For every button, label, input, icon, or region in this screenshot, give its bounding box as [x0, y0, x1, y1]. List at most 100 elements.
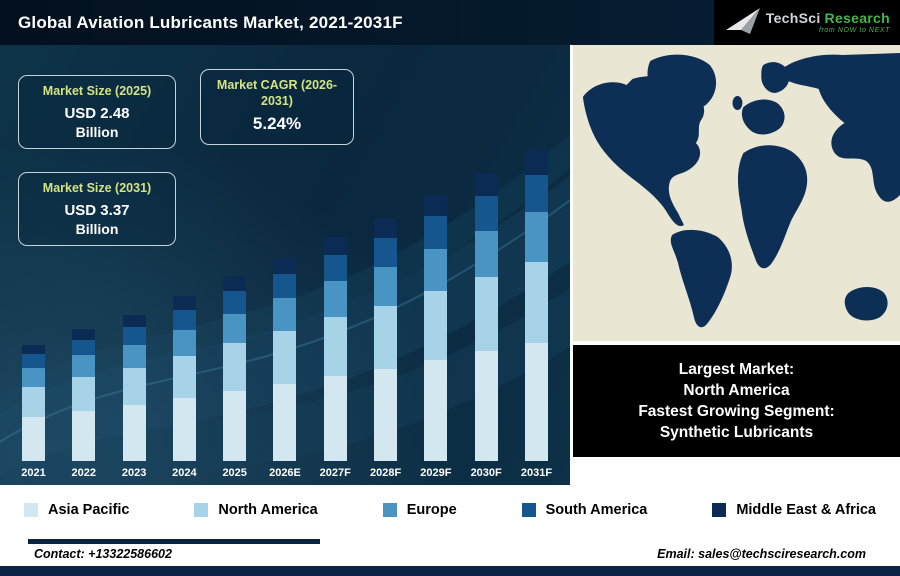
bar-segment-europe [122, 344, 146, 368]
bar-segment-middle-east-africa [374, 218, 398, 238]
bar-segment-south-america [374, 237, 398, 268]
bar-segment-north-america [223, 343, 247, 391]
x-axis-label: 2029F [420, 467, 452, 479]
logo-tagline: from NOW to NEXT [818, 27, 890, 35]
bar-column: 2030F [463, 172, 510, 479]
bar-segment-south-america [524, 175, 548, 212]
bar-segment-europe [524, 211, 548, 262]
legend-swatch [712, 503, 727, 517]
header-bar: Global Aviation Lubricants Market, 2021-… [0, 0, 900, 45]
bar-stack [474, 172, 498, 461]
bar-segment-europe [72, 355, 96, 377]
bar-segment-europe [273, 298, 297, 332]
legend-item: Europe [382, 502, 457, 518]
info-box-value: USD 2.48 [64, 104, 130, 122]
info-box-title: Market Size (2025) [42, 84, 152, 98]
info-box-title: Market Size (2031) [42, 181, 152, 195]
bar-stack [122, 314, 146, 461]
info-box-unit: Billion [75, 123, 119, 140]
bar-stack [22, 344, 45, 461]
bar-segment-europe [474, 231, 498, 277]
bar-column: 2024 [161, 296, 208, 479]
bar-column: 2027F [312, 236, 359, 479]
bar-segment-north-america [323, 317, 347, 376]
legend-item: Asia Pacific [24, 502, 129, 518]
right-column: Largest Market: North America Fastest Gr… [570, 45, 900, 485]
bar-segment-europe [424, 248, 448, 292]
stacked-bar-chart: 2021 2022 2023 2024 2025 2026E 2027F 2028F 2029F… [10, 150, 560, 479]
bar-segment-south-america [22, 353, 45, 368]
bar-column: 2022 [60, 329, 107, 479]
x-axis-label: 2021 [21, 467, 46, 479]
techsci-logo: TechSci Research from NOW to NEXT [714, 0, 900, 45]
legend-label: Asia Pacific [48, 502, 130, 518]
footer-row: Contact: +13322586602 Email: sales@techs… [0, 547, 900, 561]
logo-brand-primary: TechSci [765, 9, 821, 26]
legend-item: North America [194, 502, 318, 518]
bar-segment-europe [223, 313, 247, 344]
logo-text: TechSci Research from NOW to NEXT [766, 10, 890, 35]
bar-stack [223, 276, 247, 461]
market-highlights: Largest Market: North America Fastest Gr… [573, 345, 900, 457]
bar-segment-asia-pacific [172, 398, 196, 461]
bar-column: 2025 [211, 276, 258, 479]
bar-column: 2028F [362, 218, 409, 479]
bar-segment-north-america [122, 367, 146, 406]
bar-segment-middle-east-africa [524, 150, 548, 176]
logo-brand: TechSci Research [766, 10, 890, 28]
bar-segment-middle-east-africa [273, 258, 297, 275]
bar-stack [72, 329, 96, 461]
bar-segment-south-america [273, 274, 297, 299]
footer: Contact: +13322586602 Email: sales@techs… [0, 535, 900, 576]
info-box-title: Market CAGR (2026-2031) [216, 78, 338, 108]
bar-segment-north-america [524, 261, 548, 343]
bar-segment-middle-east-africa [22, 344, 45, 354]
bar-segment-north-america [424, 291, 448, 360]
info-box-value: USD 3.37 [64, 201, 130, 219]
info-box-market-size-2025: Market Size (2025) USD 2.48 Billion [18, 75, 176, 149]
info-box-value: 5.24% [252, 114, 302, 134]
bar-segment-south-america [172, 309, 196, 330]
bar-segment-south-america [323, 254, 347, 282]
logo-brand-secondary: Research [824, 9, 890, 26]
world-map [573, 45, 900, 341]
chart-panel: Market Size (2025) USD 2.48 Billion Mark… [0, 45, 570, 485]
x-axis-label: 2030F [470, 467, 502, 479]
bar-column: 2031F [513, 150, 560, 479]
bar-segment-middle-east-africa [223, 276, 247, 292]
bar-segment-middle-east-africa [172, 296, 196, 310]
legend-item: South America [521, 502, 647, 518]
bar-segment-south-america [122, 326, 146, 345]
bar-column: 2029F [412, 195, 459, 479]
bar-segment-south-america [424, 216, 448, 249]
bar-segment-europe [323, 281, 347, 318]
legend-item: Middle East & Africa [712, 502, 876, 518]
bar-column: 2026E [261, 258, 308, 479]
bar-segment-middle-east-africa [474, 172, 498, 197]
bar-stack [524, 150, 548, 461]
bar-segment-north-america [22, 386, 45, 417]
legend-swatch [521, 503, 536, 517]
bar-segment-asia-pacific [122, 405, 146, 461]
bar-segment-asia-pacific [22, 416, 45, 461]
bar-segment-europe [374, 267, 398, 306]
bar-stack [374, 218, 398, 461]
x-axis-label: 2026E [269, 467, 301, 479]
bar-segment-north-america [172, 355, 196, 399]
bar-stack [273, 258, 297, 461]
bar-segment-asia-pacific [223, 391, 247, 461]
bar-segment-asia-pacific [424, 360, 448, 461]
bar-segment-north-america [273, 331, 297, 384]
legend-label: North America [218, 502, 318, 518]
email-text: Email: sales@techsciresearch.com [657, 547, 866, 561]
bar-segment-middle-east-africa [122, 314, 146, 327]
x-axis-label: 2027F [319, 467, 351, 479]
bar-segment-north-america [474, 276, 498, 352]
info-box-unit: Billion [75, 220, 119, 237]
info-box-market-cagr: Market CAGR (2026-2031) 5.24% [200, 69, 354, 146]
bar-segment-asia-pacific [374, 368, 398, 461]
bar-segment-asia-pacific [72, 410, 96, 461]
bar-segment-middle-east-africa [323, 236, 347, 255]
bar-segment-south-america [72, 339, 96, 356]
